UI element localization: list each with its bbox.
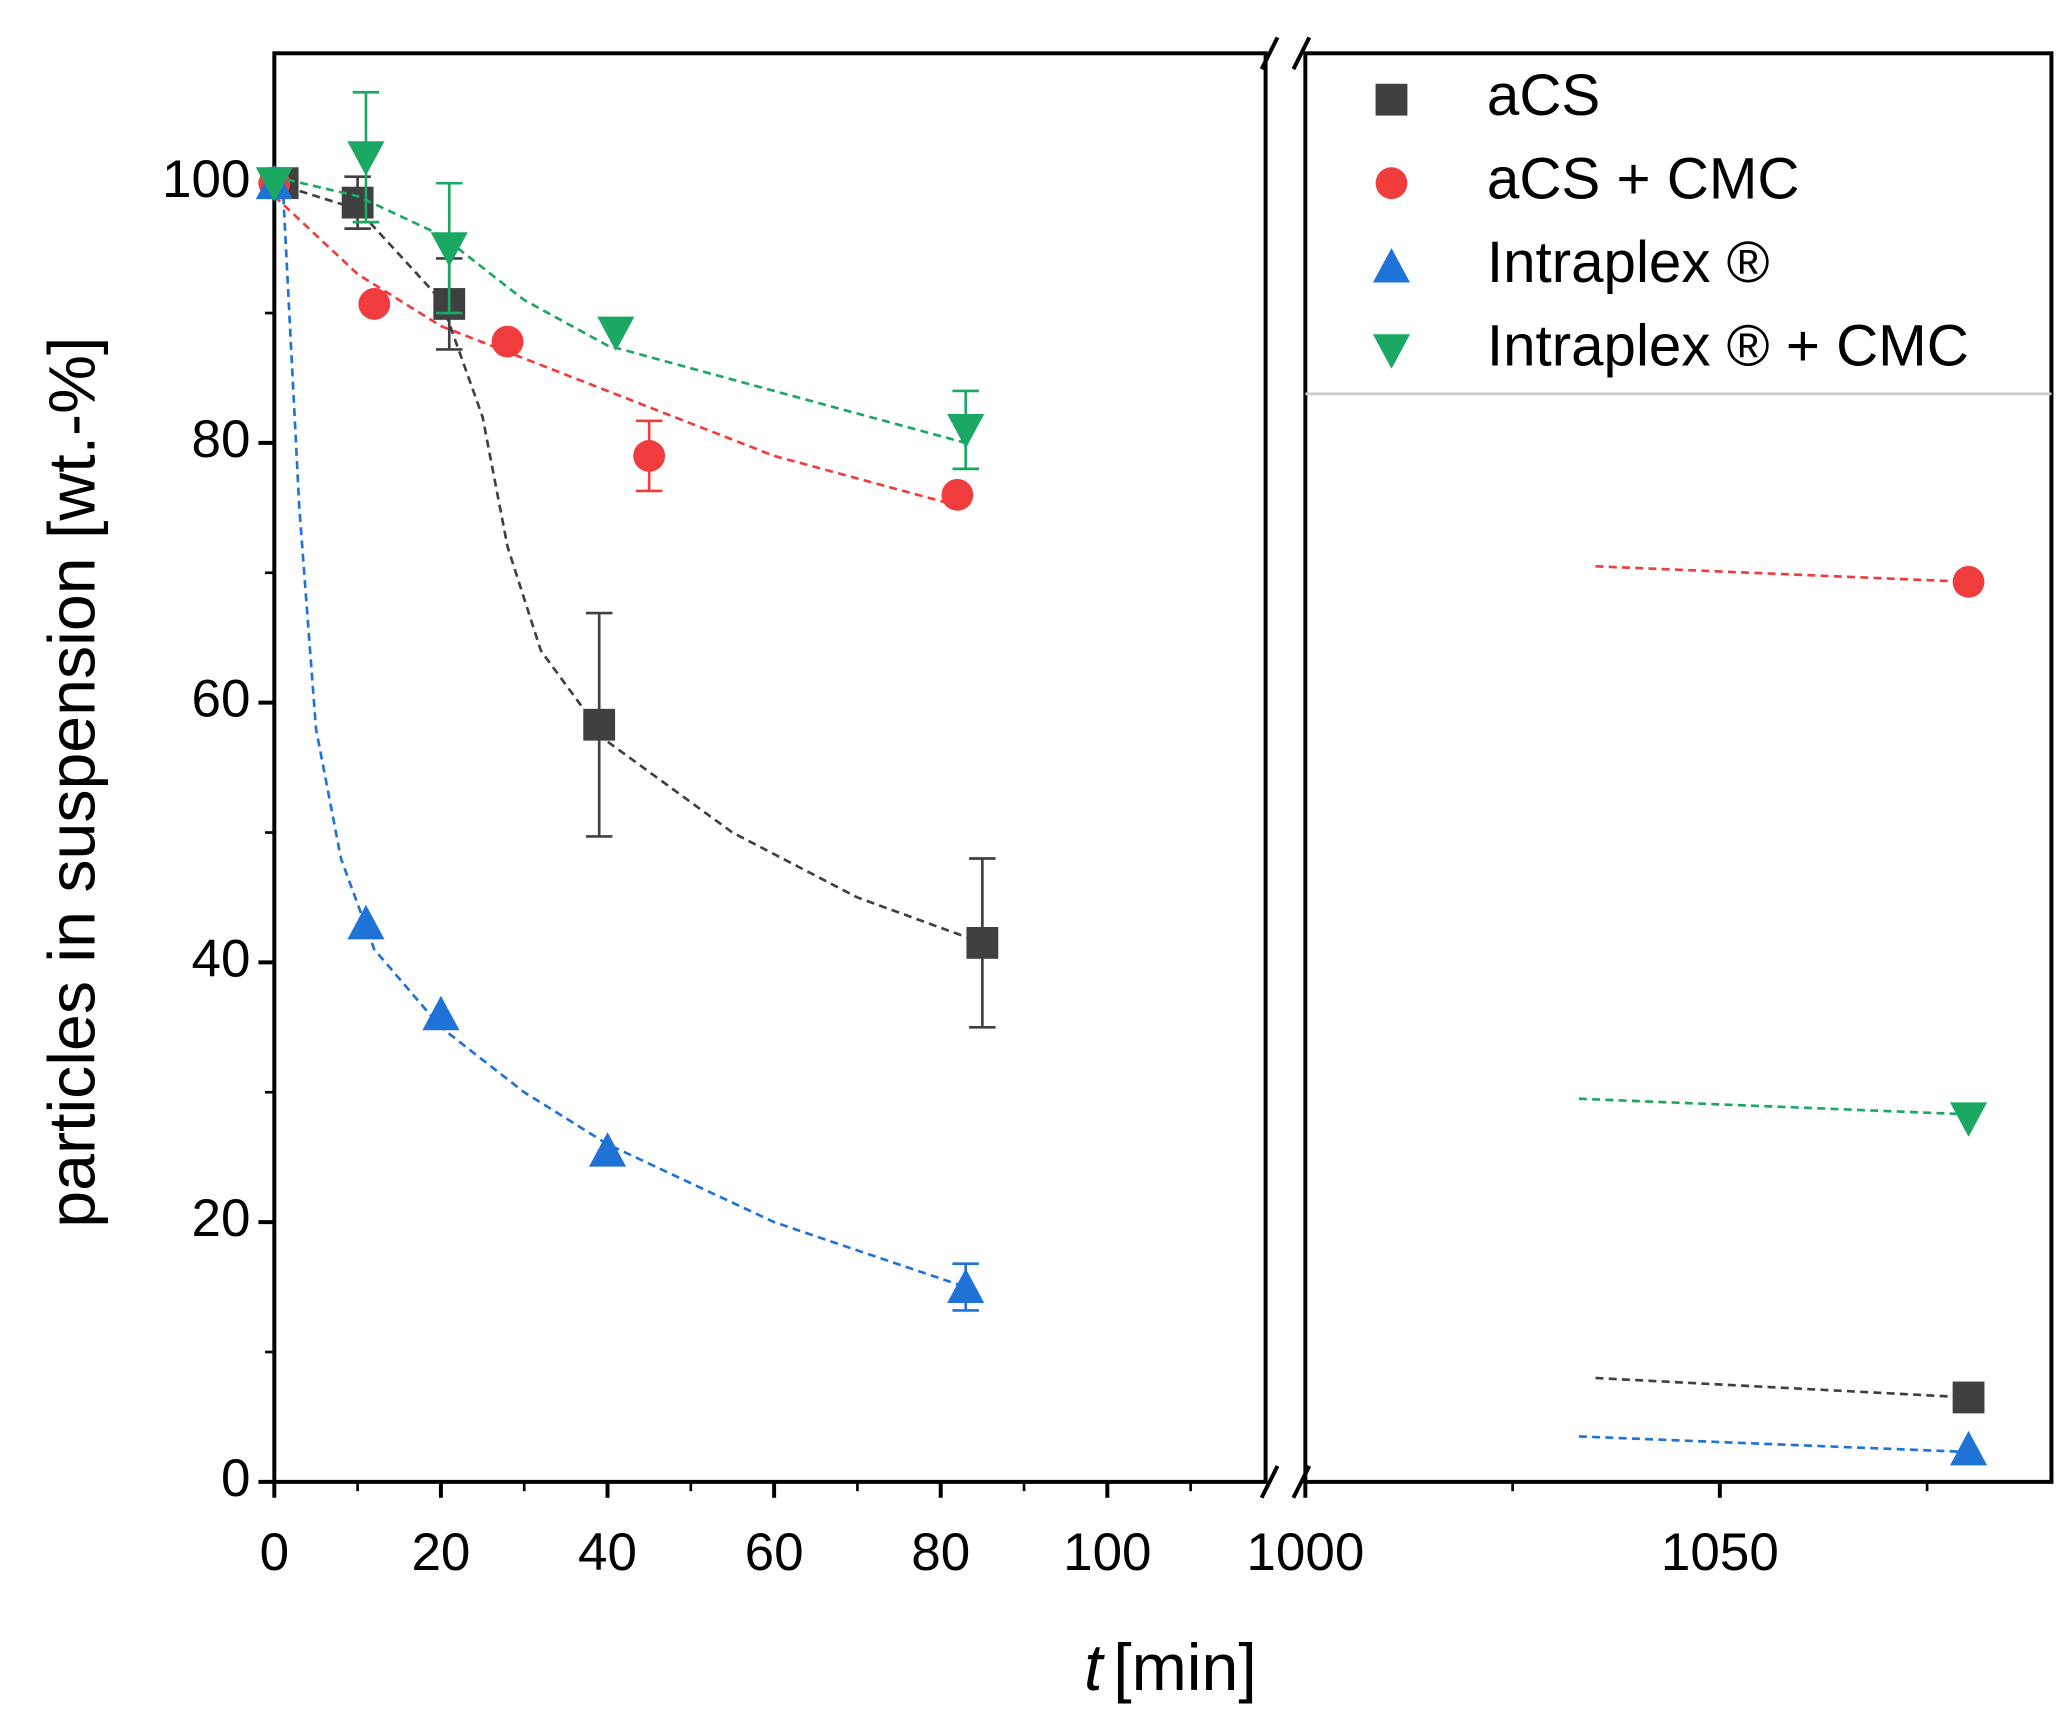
x-tick-label: 20 bbox=[411, 1523, 470, 1582]
fit-line bbox=[1578, 1097, 1969, 1116]
x-tick-label: 100 bbox=[1063, 1523, 1151, 1582]
fit-line bbox=[1595, 564, 1969, 584]
data-point bbox=[947, 1268, 985, 1303]
data-point bbox=[588, 1132, 627, 1167]
data-point bbox=[1952, 565, 1985, 598]
fit-line bbox=[273, 195, 967, 510]
x-tick-label: 40 bbox=[578, 1523, 637, 1582]
panel-frame bbox=[272, 51, 1268, 1484]
x-tick-label: 60 bbox=[745, 1523, 804, 1582]
panel-frame bbox=[1303, 51, 2054, 1484]
data-point bbox=[491, 325, 524, 358]
y-axis-label: particles in suspension [wt.-%] bbox=[35, 337, 109, 1228]
data-point bbox=[1952, 1381, 1985, 1414]
data-point bbox=[633, 439, 666, 472]
data-point bbox=[255, 167, 293, 202]
y-tick-label: 0 bbox=[221, 1449, 250, 1508]
data-point bbox=[1949, 1430, 1988, 1466]
data-point bbox=[358, 288, 391, 320]
legend-label: aCS bbox=[1487, 63, 1600, 128]
fit-line bbox=[281, 183, 967, 1289]
data-point bbox=[347, 141, 385, 176]
fit-line bbox=[274, 175, 967, 445]
break-mark bbox=[1259, 1465, 1280, 1499]
break-mark bbox=[1291, 36, 1312, 71]
data-point bbox=[947, 414, 985, 449]
legend-label: Intraplex ® + CMC bbox=[1487, 314, 1969, 379]
data-point bbox=[430, 232, 468, 267]
legend-marker bbox=[1372, 334, 1411, 369]
x-tick-label: 80 bbox=[911, 1523, 970, 1582]
x-tick-label: 1050 bbox=[1661, 1523, 1779, 1582]
x-axis-label-var: t bbox=[1084, 1631, 1105, 1705]
break-mark bbox=[1259, 36, 1280, 71]
fit-line bbox=[1578, 1435, 1969, 1454]
data-point bbox=[597, 316, 635, 352]
y-tick-label: 60 bbox=[192, 670, 251, 729]
y-tick-label: 40 bbox=[192, 929, 251, 988]
x-axis-label-unit: [min] bbox=[1113, 1631, 1257, 1705]
data-point bbox=[341, 186, 374, 219]
y-tick-label: 100 bbox=[162, 150, 250, 209]
legend-label: Intraplex ® bbox=[1487, 230, 1770, 295]
data-point bbox=[941, 478, 974, 511]
fit-line bbox=[1595, 1376, 1969, 1399]
data-point bbox=[583, 708, 616, 741]
legend-marker bbox=[1372, 248, 1411, 283]
data-point bbox=[422, 995, 460, 1031]
data-point bbox=[1949, 1102, 1988, 1137]
legend-marker bbox=[1375, 83, 1408, 116]
x-tick-label: 1000 bbox=[1246, 1523, 1364, 1582]
y-tick-label: 20 bbox=[192, 1189, 251, 1248]
legend-marker bbox=[1375, 167, 1408, 200]
x-tick-label: 0 bbox=[260, 1523, 289, 1582]
break-mark bbox=[1291, 1465, 1312, 1499]
data-point bbox=[347, 904, 385, 940]
legend-label: aCS + CMC bbox=[1487, 147, 1800, 212]
y-tick-label: 80 bbox=[192, 410, 251, 469]
data-point bbox=[966, 927, 999, 959]
fit-line bbox=[273, 181, 983, 945]
